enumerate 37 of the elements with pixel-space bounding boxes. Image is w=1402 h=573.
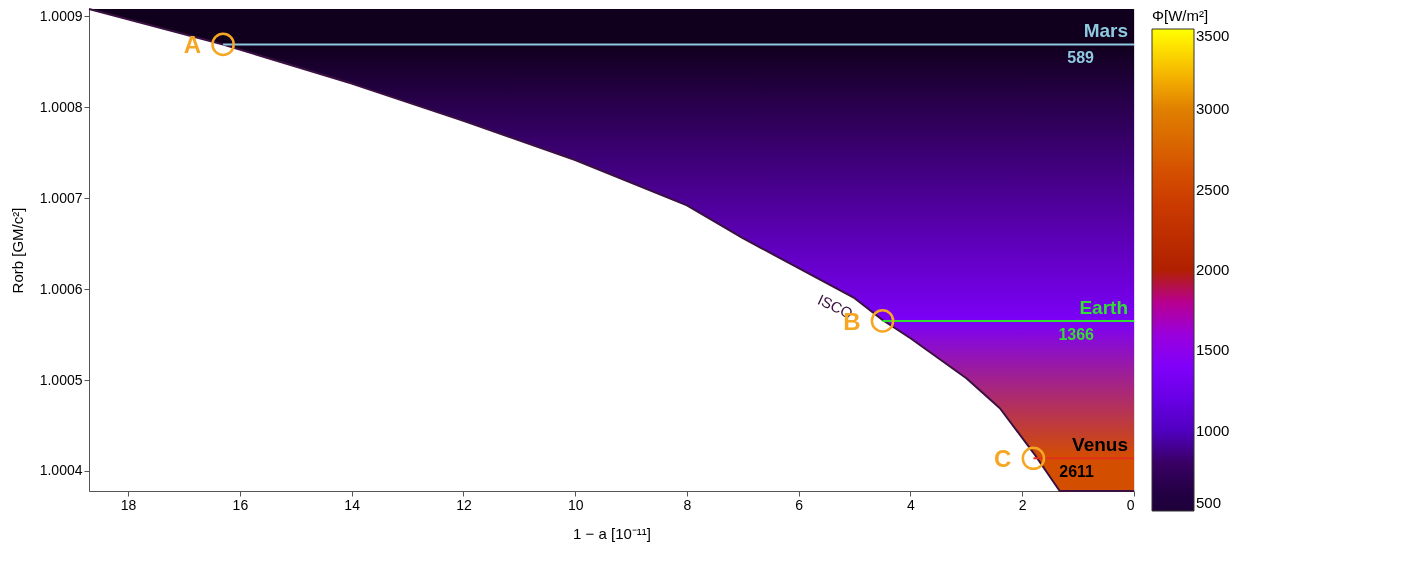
color-bar-label: 3000 [1196, 100, 1230, 118]
y-tick-label: 1.0004 [39, 462, 83, 479]
x-tick-label: 12 [456, 496, 472, 513]
annotation: C [994, 445, 1012, 473]
x-tick-label: 16 [232, 496, 249, 513]
series-label: Venus [1072, 434, 1128, 456]
x-tick-label: 8 [683, 496, 692, 513]
series-label: Mars [1083, 20, 1128, 42]
color-bar-label: 3500 [1196, 27, 1230, 44]
series-label: Earth [1079, 296, 1128, 318]
color-bar-label: 500 [1196, 494, 1222, 511]
x-axis-title: 1 − a [10⁻¹¹] [573, 524, 651, 542]
annotation: 1366 [1058, 325, 1095, 343]
color-bar-label: 1000 [1196, 421, 1230, 439]
annotation: A [183, 31, 202, 59]
y-tick-label: 1.0006 [39, 280, 83, 297]
x-tick-label: 0 [1126, 496, 1135, 513]
color-bar-label: 2000 [1196, 261, 1230, 278]
color-bar-label: 2500 [1196, 180, 1230, 198]
y-axis-title: Rorb [GM/c²] [8, 207, 26, 294]
x-tick-label: 4 [907, 496, 916, 513]
y-tick-label: 1.0007 [39, 189, 83, 206]
point [1021, 446, 1046, 471]
y-tick-label: 1.0009 [39, 7, 83, 24]
y-tick-label: 1.0008 [39, 98, 83, 115]
annotation: 2611 [1059, 463, 1095, 481]
point [211, 32, 235, 57]
color-bar-title: Φ[W/m²] [1152, 7, 1209, 24]
x-tick-label: 18 [120, 496, 137, 513]
x-tick-label: 14 [344, 496, 361, 513]
point [870, 309, 895, 333]
x-tick-label: 6 [795, 496, 804, 513]
x-tick-label: 10 [567, 496, 584, 513]
color-bar-label: 1500 [1196, 341, 1230, 359]
annotation: 589 [1067, 49, 1095, 67]
y-tick-label: 1.0005 [39, 371, 83, 388]
x-tick-label: 2 [1018, 496, 1027, 513]
